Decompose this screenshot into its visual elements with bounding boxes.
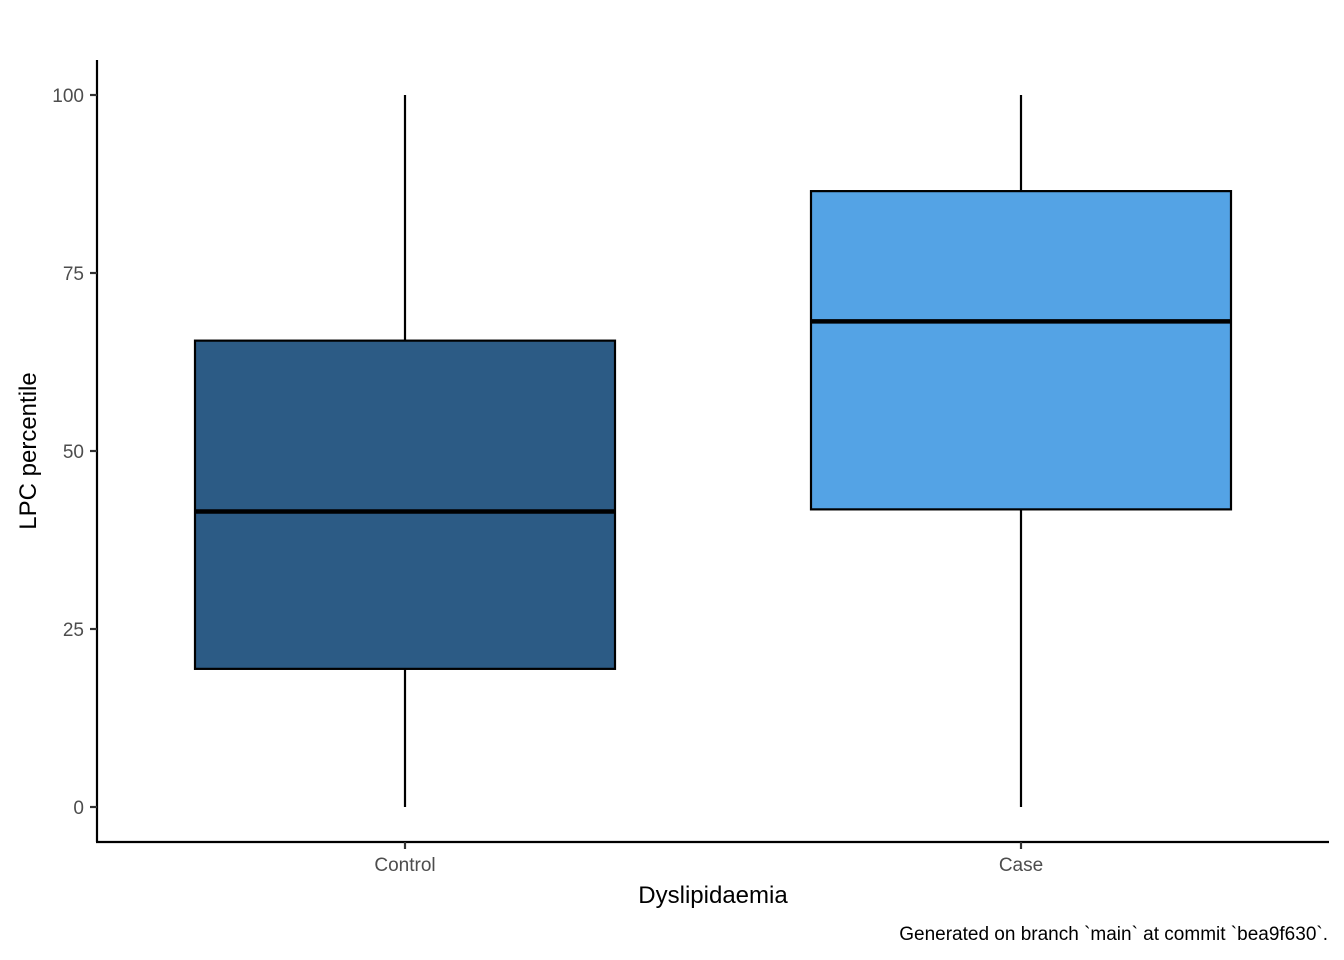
y-tick-label: 0 (73, 798, 84, 819)
y-tick-label: 25 (63, 620, 84, 641)
x-tick-label: Control (374, 855, 435, 876)
y-axis-ticks: 0 25 50 75 100 (52, 86, 97, 819)
iqr-box (193, 339, 617, 670)
box-case (809, 95, 1233, 807)
y-tick-label: 100 (52, 86, 84, 107)
x-tick-label: Case (999, 855, 1043, 876)
y-tick-label: 50 (63, 442, 84, 463)
iqr-box (809, 190, 1233, 511)
y-axis-title: LPC percentile (15, 372, 42, 529)
x-axis-title: Dyslipidaemia (638, 882, 788, 909)
plot-caption: Generated on branch `main` at commit `be… (899, 924, 1328, 945)
box-control (193, 95, 617, 807)
plot-marks (193, 95, 1233, 807)
y-tick-label: 75 (63, 264, 84, 285)
x-axis-ticks: Control Case (374, 842, 1043, 876)
